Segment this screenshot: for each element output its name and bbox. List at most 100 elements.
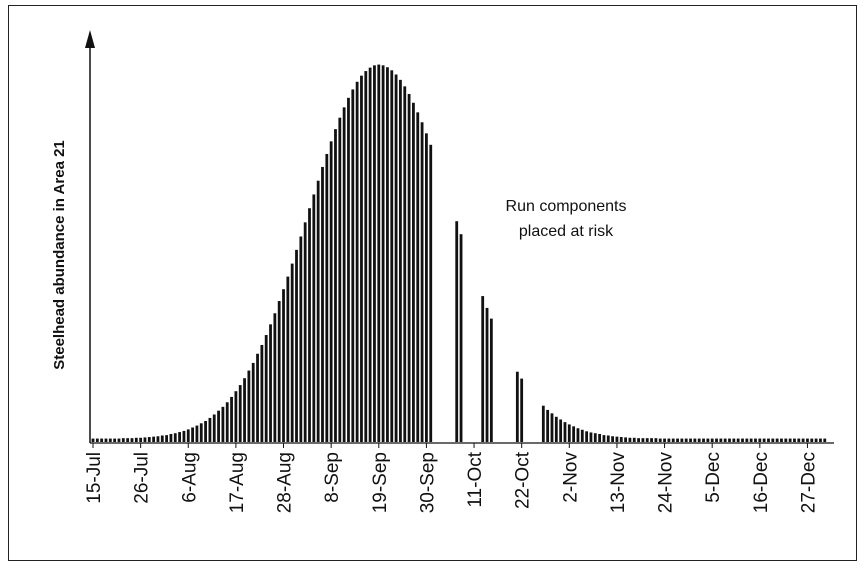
bar (243, 378, 246, 442)
bar (364, 71, 368, 442)
bar (169, 433, 173, 442)
frame (8, 5, 857, 561)
bar (736, 438, 740, 442)
bar (758, 438, 762, 442)
bar (780, 438, 783, 442)
bar (312, 194, 316, 442)
bar (654, 438, 658, 442)
bar (559, 419, 563, 442)
bar (212, 414, 216, 442)
bar (611, 436, 614, 442)
bar (403, 86, 407, 442)
bar (186, 429, 190, 442)
bar (697, 438, 701, 442)
bar (321, 166, 324, 442)
bar (572, 426, 576, 442)
bar (191, 427, 194, 442)
bar (117, 438, 121, 442)
bar (260, 344, 264, 442)
bar (663, 438, 666, 442)
bar (407, 93, 411, 443)
bar (143, 437, 147, 442)
annotation: Run components (506, 198, 627, 215)
bar (425, 133, 428, 442)
bar (615, 436, 619, 442)
bar (338, 117, 342, 442)
bar (593, 433, 597, 442)
bar (130, 438, 134, 442)
x-tick-label: 22-Oct (513, 451, 534, 509)
bar (329, 141, 333, 442)
bar (373, 65, 376, 443)
y-axis-arrow (85, 30, 95, 48)
x-tick-label: 11-Oct (465, 451, 486, 507)
bar (334, 129, 337, 442)
x-tick-label: 8-Sep (322, 452, 343, 503)
bar (108, 438, 112, 442)
bar (91, 438, 95, 442)
bar (732, 438, 736, 442)
bar (221, 406, 225, 442)
bar (308, 208, 311, 442)
bar (126, 438, 130, 442)
bar (823, 438, 827, 442)
bar (238, 385, 242, 442)
bar (134, 437, 138, 442)
bar (728, 438, 731, 442)
bar (351, 89, 355, 442)
bar (173, 433, 177, 442)
bar (598, 433, 602, 442)
bar (645, 438, 649, 442)
bar (650, 438, 653, 442)
bar (381, 65, 385, 443)
bar (520, 378, 524, 442)
bar (767, 438, 770, 442)
x-tick-label: 17-Aug (227, 452, 248, 513)
bar (303, 222, 307, 442)
bar (606, 435, 610, 442)
bar (762, 438, 766, 442)
bar (619, 437, 623, 442)
bar (563, 422, 567, 442)
bar (554, 416, 558, 442)
bar (723, 438, 727, 442)
bar (355, 81, 359, 443)
bar (282, 289, 285, 442)
bar (429, 144, 433, 442)
bar (386, 67, 389, 443)
bar (567, 424, 571, 442)
annotation: placed at risk (519, 223, 614, 240)
bar (316, 180, 320, 442)
bar (347, 97, 350, 443)
bar (489, 318, 493, 442)
bar (602, 435, 606, 442)
bar (719, 438, 723, 442)
bar (247, 370, 251, 442)
x-tick-label: 24-Nov (656, 452, 677, 514)
bar (390, 70, 394, 443)
bar (667, 438, 671, 442)
bar (420, 122, 424, 443)
bar (412, 102, 415, 442)
bar (100, 438, 104, 442)
x-tick-label: 26-Jul (132, 452, 153, 504)
bar (104, 438, 108, 442)
bar (637, 438, 640, 442)
bar (481, 296, 485, 442)
bar (676, 438, 679, 442)
bar (455, 221, 459, 442)
x-tick-label: 6-Aug (179, 452, 200, 503)
bar (628, 437, 632, 442)
bar (793, 438, 796, 442)
bar (745, 438, 749, 442)
bar (121, 438, 125, 442)
bar (810, 438, 814, 442)
x-tick-label: 13-Nov (608, 452, 629, 514)
bar (416, 112, 420, 443)
bar (459, 234, 463, 442)
bar (204, 420, 207, 442)
bar (706, 438, 710, 442)
bar (286, 276, 290, 442)
bar (234, 391, 238, 442)
